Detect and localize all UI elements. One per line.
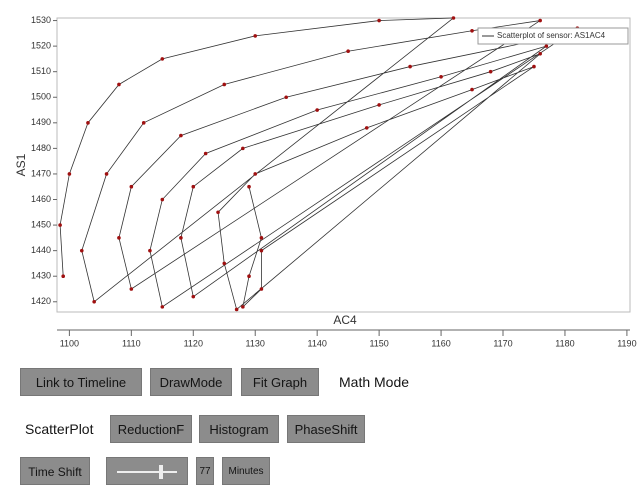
- point: [148, 248, 152, 253]
- point: [160, 57, 165, 61]
- point: [117, 236, 121, 240]
- point: [247, 184, 251, 189]
- point: [222, 261, 227, 266]
- y-tick-label: 1500: [31, 92, 51, 102]
- point: [104, 172, 109, 176]
- point: [377, 18, 381, 23]
- x-tick-label: 1110: [122, 338, 141, 348]
- point: [179, 133, 183, 138]
- point: [141, 121, 146, 125]
- point: [538, 18, 542, 23]
- y-tick-label: 1490: [31, 117, 51, 127]
- point: [241, 146, 245, 151]
- x-tick-label: 1150: [369, 338, 388, 348]
- point: [160, 305, 165, 309]
- y-tick-label: 1450: [31, 219, 51, 229]
- point: [191, 294, 196, 299]
- button[interactable]: Link to Timeline: [20, 368, 142, 396]
- point: [86, 121, 90, 125]
- y-tick-label: 1470: [31, 168, 51, 178]
- y-tick-label: 1420: [31, 296, 51, 306]
- x-tick-label: 1160: [431, 338, 450, 348]
- x-tick-label: 1190: [617, 338, 636, 348]
- y-tick-label: 1520: [31, 40, 51, 50]
- point: [259, 287, 264, 291]
- y-tick-label: 1530: [31, 15, 51, 25]
- x-tick-label: 1120: [184, 338, 203, 348]
- mode-label: Math Mode: [339, 374, 410, 390]
- point: [129, 287, 134, 291]
- slider-track: [117, 471, 177, 473]
- slider[interactable]: [106, 457, 188, 485]
- point: [61, 274, 65, 279]
- point: [179, 236, 183, 240]
- point: [129, 184, 134, 189]
- button[interactable]: ReductionF: [110, 415, 192, 443]
- y-tick-label: 1440: [31, 245, 51, 255]
- x-tick-label: 1180: [555, 338, 574, 348]
- connecting-line: [59, 17, 578, 311]
- point: [203, 151, 208, 156]
- button[interactable]: PhaseShift: [287, 415, 365, 443]
- point: [234, 307, 239, 312]
- point: [247, 274, 251, 279]
- slider-thumb[interactable]: [159, 465, 163, 479]
- value-box: 77: [196, 457, 214, 485]
- plot-type-label: ScatterPlot: [25, 421, 94, 437]
- point: [451, 16, 456, 20]
- point: [253, 34, 258, 38]
- legend-label: Scatterplot of sensor: AS1AC4: [497, 31, 606, 40]
- point: [284, 95, 289, 100]
- button[interactable]: Histogram: [199, 415, 279, 443]
- point: [470, 87, 474, 92]
- x-tick-label: 1100: [60, 338, 79, 348]
- point: [253, 172, 258, 176]
- legend-box: [477, 27, 629, 45]
- point: [408, 64, 412, 69]
- point: [67, 172, 72, 176]
- button[interactable]: Fit Graph: [241, 368, 319, 396]
- button[interactable]: Time Shift: [20, 457, 90, 485]
- unit-box: Minutes: [222, 457, 270, 485]
- x-axis-label: AC4: [333, 313, 357, 327]
- point: [315, 108, 319, 112]
- point: [216, 210, 220, 215]
- point: [79, 248, 84, 253]
- point: [191, 184, 196, 189]
- point: [259, 236, 264, 240]
- y-tick-label: 1510: [31, 66, 51, 76]
- button[interactable]: DrawMode: [150, 368, 232, 396]
- x-tick-label: 1170: [493, 338, 512, 348]
- point: [222, 82, 227, 87]
- point: [532, 64, 536, 69]
- y-tick-label: 1430: [31, 271, 51, 281]
- point: [439, 75, 443, 79]
- point: [364, 126, 369, 130]
- point: [241, 305, 245, 309]
- point: [346, 49, 350, 54]
- point: [92, 299, 96, 304]
- point: [160, 197, 165, 202]
- point: [470, 28, 474, 33]
- y-tick-label: 1460: [31, 194, 51, 204]
- x-tick-label: 1130: [246, 338, 265, 348]
- x-tick-label: 1140: [307, 338, 326, 348]
- y-axis-label: AS1: [14, 153, 28, 176]
- point: [58, 223, 62, 227]
- plot-area: [56, 17, 631, 313]
- point: [544, 44, 549, 48]
- point: [488, 69, 493, 74]
- point: [377, 103, 381, 107]
- point: [117, 82, 121, 87]
- point: [538, 51, 542, 56]
- chart: AS1 AC4 1420 1430 1440 1450 1460 1470 1480 1490…: [14, 15, 636, 348]
- point: [259, 248, 264, 253]
- y-tick-label: 1480: [31, 143, 51, 153]
